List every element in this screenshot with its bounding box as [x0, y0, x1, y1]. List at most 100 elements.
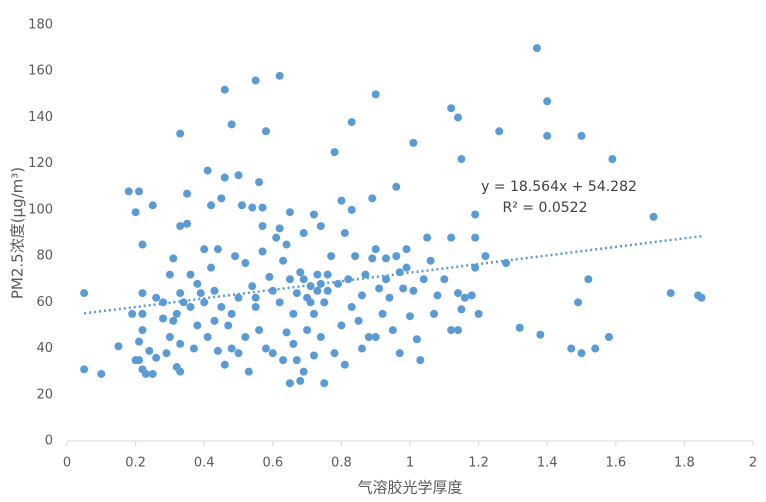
- point: [481, 252, 490, 261]
- point: [124, 187, 133, 196]
- point: [241, 259, 250, 268]
- point: [378, 309, 387, 318]
- point: [574, 298, 583, 307]
- point: [148, 369, 157, 378]
- point: [138, 326, 147, 335]
- point: [347, 205, 356, 214]
- point: [371, 90, 380, 99]
- point: [148, 201, 157, 210]
- point: [454, 289, 463, 298]
- point: [196, 289, 205, 298]
- point: [426, 256, 435, 265]
- point: [159, 314, 168, 323]
- point: [138, 309, 147, 318]
- point: [368, 194, 377, 203]
- point: [210, 286, 219, 295]
- point: [351, 252, 360, 261]
- point: [279, 256, 288, 265]
- point: [165, 270, 174, 279]
- point: [224, 321, 233, 330]
- y-axis-title: PM2.5浓度(μg/m³): [9, 167, 27, 299]
- point: [447, 326, 456, 335]
- point: [282, 328, 291, 337]
- point: [251, 293, 260, 302]
- r-squared: R² = 0.0522: [503, 200, 588, 216]
- point: [183, 189, 192, 198]
- point: [189, 344, 198, 353]
- point: [416, 356, 425, 365]
- point: [114, 342, 123, 351]
- point: [176, 129, 185, 138]
- y-tick-label: 160: [28, 64, 53, 79]
- point: [467, 291, 476, 300]
- point: [207, 263, 216, 272]
- point: [131, 208, 140, 217]
- point: [320, 379, 329, 388]
- x-tick-label: 1: [406, 456, 414, 471]
- point: [255, 326, 264, 335]
- point: [395, 349, 404, 358]
- point: [666, 289, 675, 298]
- point: [584, 275, 593, 284]
- point: [258, 247, 267, 256]
- y-tick-label: 0: [45, 434, 53, 449]
- point: [399, 284, 408, 293]
- trend-equation: y = 18.564x + 54.282: [481, 179, 637, 195]
- point: [193, 279, 202, 288]
- point: [241, 333, 250, 341]
- point: [502, 259, 511, 268]
- point: [608, 155, 617, 164]
- point: [299, 229, 308, 237]
- x-tick-label: 0.6: [262, 456, 283, 471]
- point: [303, 326, 312, 335]
- point: [152, 353, 161, 362]
- point: [347, 118, 356, 127]
- point: [299, 275, 308, 284]
- point: [409, 286, 418, 295]
- point: [227, 309, 236, 318]
- point: [385, 293, 394, 302]
- point: [309, 309, 318, 318]
- point: [532, 44, 541, 53]
- point: [186, 270, 195, 279]
- point: [323, 286, 332, 295]
- point: [176, 367, 185, 376]
- point: [296, 268, 305, 277]
- point: [128, 309, 137, 318]
- point: [316, 279, 325, 288]
- point: [402, 245, 411, 254]
- y-tick-label: 20: [36, 387, 53, 402]
- point: [200, 298, 209, 307]
- x-tick-label: 1.6: [605, 456, 626, 471]
- point: [258, 222, 267, 231]
- point: [316, 222, 325, 231]
- y-tick-label: 60: [36, 295, 53, 310]
- point: [361, 270, 370, 279]
- point: [220, 360, 229, 369]
- y-tick-label: 80: [36, 249, 53, 264]
- point: [179, 298, 188, 307]
- point: [165, 333, 174, 341]
- y-tick-label: 100: [28, 202, 53, 217]
- point: [213, 346, 222, 355]
- point: [316, 333, 325, 341]
- point: [183, 219, 192, 228]
- point: [440, 275, 449, 284]
- point: [402, 263, 411, 272]
- x-axis-title: 气溶胶光学厚度: [357, 479, 462, 497]
- x-tick-label: 0.2: [125, 456, 146, 471]
- point: [371, 333, 380, 341]
- point: [227, 120, 236, 129]
- point: [330, 148, 339, 157]
- point: [543, 97, 552, 106]
- point: [392, 182, 401, 191]
- point: [251, 76, 260, 85]
- point: [357, 344, 366, 353]
- point: [320, 298, 329, 307]
- point: [275, 298, 284, 307]
- point: [388, 326, 397, 335]
- point: [217, 302, 226, 311]
- x-tick-label: 0: [63, 456, 71, 471]
- point: [471, 210, 480, 219]
- point: [145, 346, 154, 355]
